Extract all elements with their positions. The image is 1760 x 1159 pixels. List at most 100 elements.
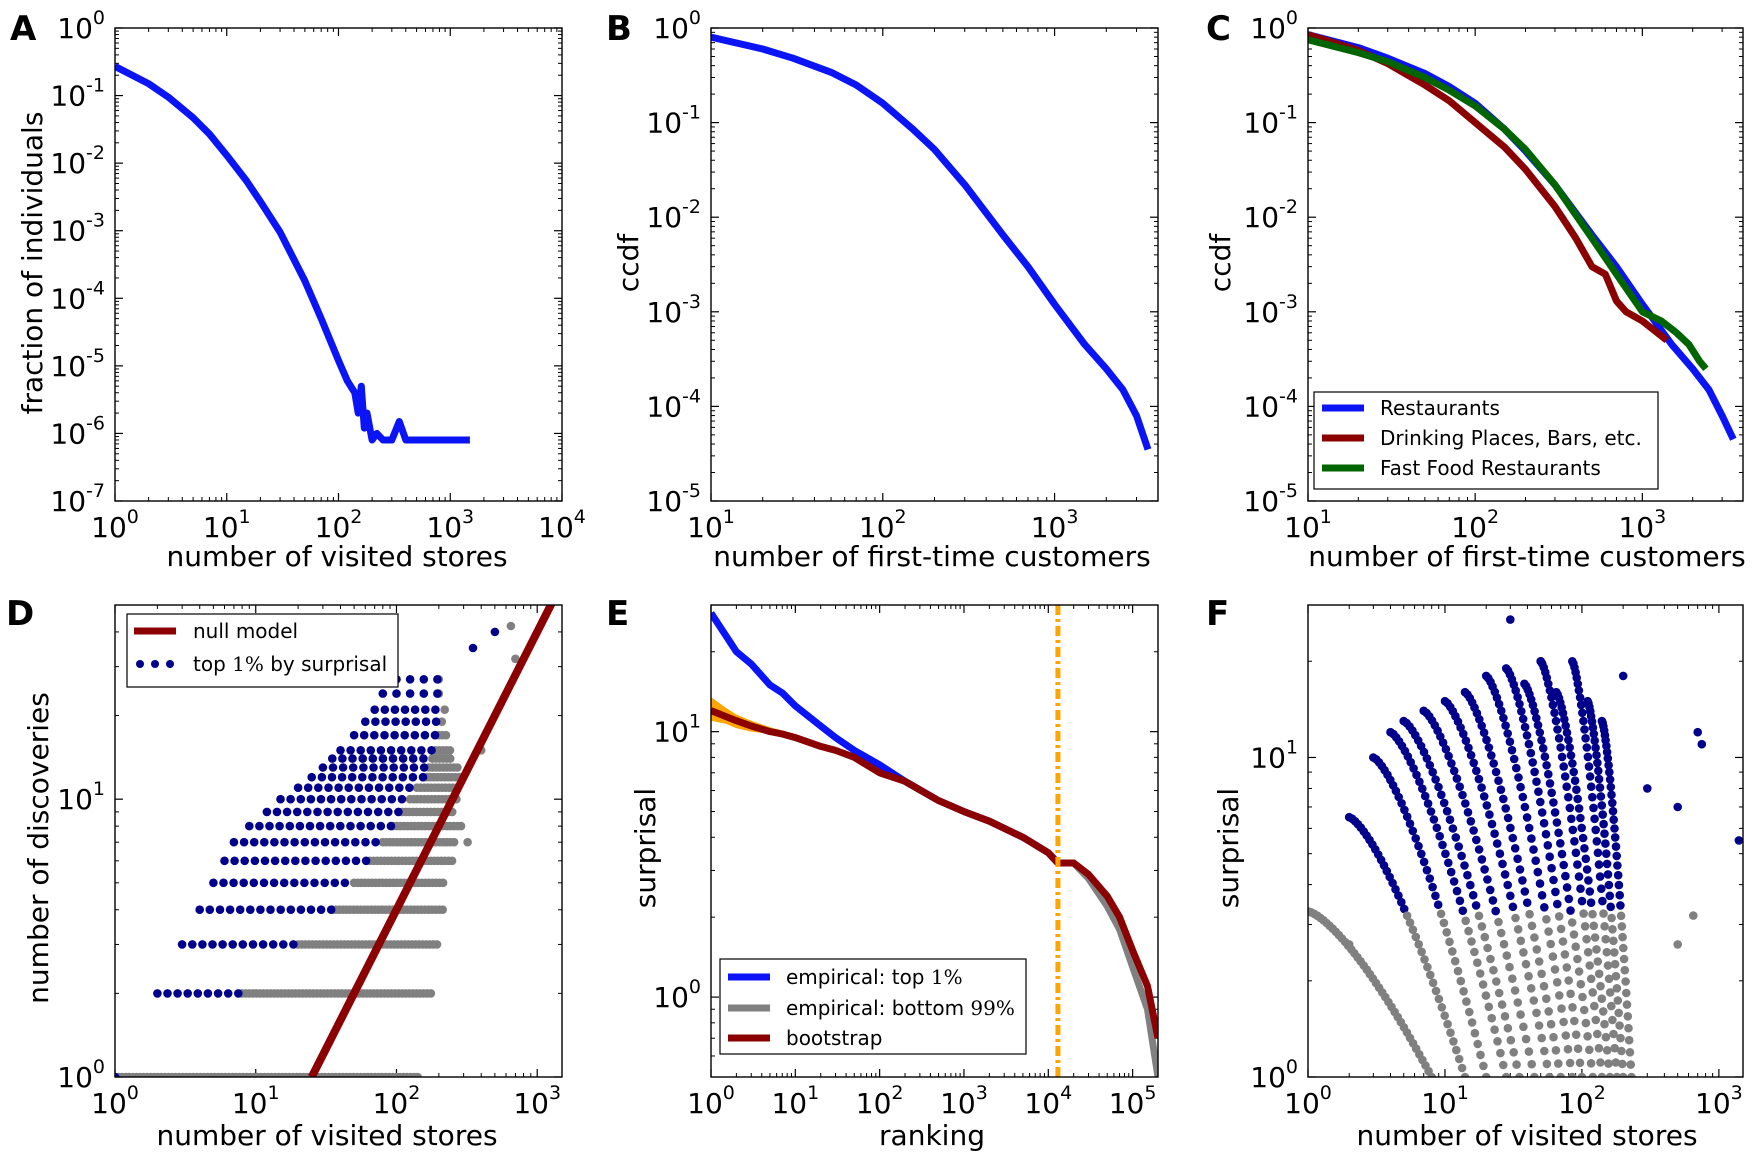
- scatter-point-top: [1574, 872, 1584, 881]
- scatter-point-bottom: [1436, 909, 1446, 919]
- scatter-point-bottom: [1414, 940, 1423, 949]
- scatter-point-top: [1605, 891, 1615, 901]
- scatter-point-top: [279, 940, 288, 949]
- scatter-point-top: [248, 940, 258, 949]
- scatter-point-bottom: [1570, 1016, 1579, 1026]
- scatter-point-bottom: [1597, 1072, 1607, 1077]
- x-tick-label-base: 10: [1284, 1087, 1320, 1120]
- y-tick-label: 10-3: [1243, 291, 1298, 329]
- scatter-point-top: [262, 807, 272, 817]
- scatter-point-top: [1451, 833, 1461, 842]
- scatter-point-top: [1581, 854, 1591, 864]
- scatter-point-top: [1511, 686, 1520, 695]
- scatter-point-bottom: [1574, 967, 1584, 976]
- scatter-point-bottom: [1607, 913, 1616, 923]
- scatter-point-top: [1418, 784, 1427, 793]
- x-tick-label-exponent: 1: [807, 1082, 819, 1104]
- scatter-point-bottom: [1490, 1025, 1499, 1034]
- scatter-point-top: [1515, 699, 1524, 709]
- x-tick-label-exponent: 1: [268, 1082, 280, 1104]
- panel-f-x-axis-label: number of visited stores: [1356, 1119, 1697, 1152]
- x-tick-label-exponent: 2: [891, 1082, 903, 1104]
- scatter-point-bottom: [445, 754, 455, 763]
- scatter-point-bottom: [426, 989, 436, 998]
- scatter-point-top: [213, 989, 223, 998]
- scatter-point-top: [1487, 751, 1496, 760]
- scatter-point-top: [1422, 865, 1432, 875]
- x-tick-label: 103: [1695, 1082, 1743, 1120]
- scatter-point-top: [387, 794, 397, 804]
- x-tick-label: 101: [771, 1082, 819, 1120]
- scatter-point-bottom: [1551, 1046, 1561, 1055]
- scatter-point-top: [369, 763, 378, 772]
- scatter-point-bottom: [1479, 1061, 1488, 1071]
- scatter-point-top: [1431, 775, 1440, 784]
- y-tick-label-exponent: -6: [86, 412, 105, 434]
- y-tick-label-base: 10: [50, 147, 86, 180]
- y-tick-label-exponent: 1: [1286, 736, 1298, 758]
- scatter-point-bottom: [1571, 1030, 1581, 1039]
- scatter-point-top: [346, 746, 355, 755]
- scatter-point-top: [341, 856, 351, 866]
- x-tick-label-exponent: 0: [127, 506, 139, 528]
- scatter-point-bottom: [1586, 1059, 1596, 1068]
- scatter-point-top: [279, 878, 289, 888]
- x-tick-label-exponent: 1: [723, 506, 735, 528]
- y-tick-label: 10-2: [646, 196, 701, 234]
- scatter-point-top: [310, 878, 319, 888]
- scatter-point-top: [384, 783, 394, 792]
- scatter-point-top: [351, 856, 361, 866]
- scatter-point-top: [351, 837, 360, 847]
- scatter-point-top: [163, 989, 172, 998]
- scatter-point-top: [326, 905, 336, 914]
- y-tick-label-exponent: -2: [86, 142, 105, 164]
- scatter-point-bottom: [1539, 981, 1549, 991]
- scatter-point-bottom: [1426, 970, 1435, 980]
- scatter-point-top: [1537, 891, 1547, 900]
- scatter-point-top: [337, 772, 347, 782]
- scatter-point-bottom: [1581, 1018, 1591, 1028]
- scatter-point-outlier: [1536, 657, 1545, 666]
- scatter-point-top: [357, 794, 366, 804]
- scatter-point-top: [368, 754, 378, 763]
- scatter-point-top: [295, 821, 305, 831]
- x-tick-label-exponent: 1: [1457, 1082, 1469, 1104]
- scatter-point-bottom: [1440, 1011, 1449, 1020]
- scatter-point-top: [256, 905, 265, 914]
- scatter-point-bottom: [1617, 1046, 1626, 1056]
- scatter-point-top: [1576, 884, 1585, 893]
- scatter-point-top: [394, 807, 403, 817]
- y-tick-label-exponent: -5: [1279, 480, 1298, 502]
- scatter-point-top: [1613, 861, 1622, 870]
- scatter-point-bottom: [438, 878, 448, 888]
- scatter-point-top: [195, 905, 204, 914]
- scatter-point-top: [291, 856, 300, 866]
- scatter-point-top: [1524, 739, 1534, 749]
- scatter-point-bottom: [1481, 1072, 1491, 1077]
- scatter-point-top: [358, 754, 368, 763]
- scatter-point-top: [239, 837, 249, 847]
- scatter-point-bottom: [1480, 932, 1490, 942]
- scatter-point-top: [245, 821, 254, 831]
- scatter-point-top: [198, 940, 207, 949]
- scatter-point-top: [1541, 829, 1551, 839]
- y-tick-label-exponent: -4: [1279, 385, 1298, 407]
- scatter-point-top: [333, 807, 343, 817]
- scatter-point-top: [1557, 752, 1567, 762]
- x-tick-label-exponent: 3: [549, 1082, 561, 1104]
- panel-a-plot: 100 101 102 103 10410-710-610-510-410-310-21…: [50, 7, 585, 544]
- scatter-point-top: [1557, 849, 1567, 859]
- scatter-point-top: [258, 940, 268, 949]
- scatter-point-top: [272, 807, 282, 817]
- legend-dot-top-1: [136, 660, 144, 668]
- scatter-point-bottom: [1454, 1054, 1464, 1064]
- scatter-point-top: [1592, 750, 1601, 760]
- scatter-point-top: [417, 746, 426, 755]
- scatter-point-bottom: [1622, 1000, 1632, 1009]
- scatter-point-top: [1526, 748, 1536, 758]
- scatter-point-top: [153, 989, 162, 998]
- scatter-point-top: [1580, 725, 1589, 734]
- scatter-point-top: [296, 794, 306, 804]
- y-tick-label-exponent: -1: [1279, 102, 1298, 124]
